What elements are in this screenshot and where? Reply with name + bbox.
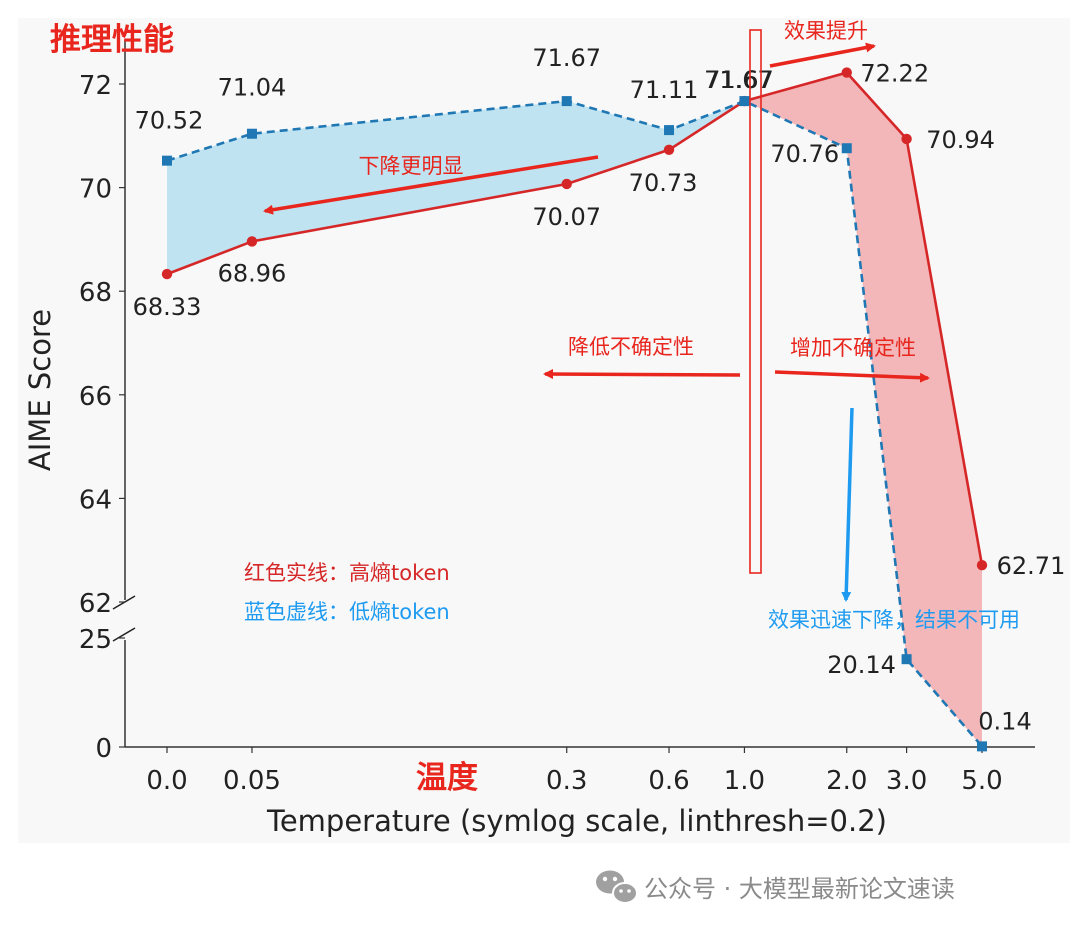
x-axis-title: Temperature (symlog scale, linthresh=0.2…	[266, 804, 887, 838]
point-high-entropy	[976, 560, 988, 571]
y-tick-label: 70	[79, 175, 112, 205]
point-high-entropy	[901, 133, 912, 145]
x-tick-label: 2.0	[826, 766, 867, 796]
point-high-entropy	[161, 268, 173, 280]
fill-red-region	[744, 72, 982, 747]
arrow-improve	[769, 42, 876, 68]
watermark-text: 公众号 · 大模型最新论文速读	[644, 875, 955, 903]
legend-low-entropy: 蓝色虚线：低熵token	[244, 600, 450, 624]
annotation-reduce-uncertainty: 降低不确定性	[568, 335, 694, 359]
data-label-high-entropy: 70.07	[532, 203, 601, 231]
data-label-low-entropy: 20.14	[827, 651, 896, 679]
y-tick-label: 68	[79, 278, 112, 308]
y-tick-label: 25	[79, 625, 112, 655]
wechat-icon	[596, 870, 638, 904]
data-label-low-entropy: 70.76	[770, 140, 839, 168]
point-low-entropy	[561, 96, 572, 107]
data-label-high-entropy: 68.96	[218, 259, 287, 287]
chart-title: 推理性能	[50, 22, 174, 58]
data-label-low-entropy: 71.67	[532, 44, 601, 72]
x-tick-label: 0.0	[146, 766, 187, 796]
series-line-high-entropy	[166, 71, 984, 566]
point-low-entropy	[162, 155, 172, 166]
fill-blue-region	[167, 101, 745, 275]
fill-layer	[167, 72, 982, 747]
arrow-drop-more	[263, 155, 599, 215]
x-tick-label: 0.6	[648, 766, 689, 796]
data-label-high-entropy: 72.22	[860, 60, 929, 88]
annotation-collapse: 效果迅速下降，结果不可用	[768, 608, 1020, 632]
point-low-entropy	[664, 125, 675, 136]
y-tick-label: 66	[79, 382, 112, 412]
x-axis-title-cn: 温度	[416, 760, 478, 796]
point-high-entropy	[561, 178, 572, 190]
x-tick-label: 0.3	[546, 766, 587, 796]
data-label-low-entropy: 0.14	[978, 707, 1031, 735]
annotation-improve: 效果提升	[784, 19, 868, 43]
annotation-drop-more: 下降更明显	[359, 154, 464, 178]
data-label-high-entropy: 70.94	[926, 126, 995, 154]
data-label-high-entropy: 70.73	[629, 169, 698, 197]
x-tick-label: 0.05	[223, 766, 281, 796]
annotation-increase-uncertainty: 增加不确定性	[790, 336, 916, 360]
point-low-entropy	[246, 128, 257, 139]
y-tick-label: 72	[79, 71, 112, 101]
data-label-high-entropy: 68.33	[133, 293, 202, 321]
data-label-low-entropy: 71.11	[630, 76, 699, 104]
arrow-reduce-uncertainty	[543, 369, 741, 380]
y-tick-label: 64	[79, 485, 112, 515]
point-low-entropy	[977, 741, 987, 752]
data-label-low-entropy: 70.52	[135, 107, 204, 135]
x-tick-label: 3.0	[886, 766, 927, 796]
series-layer	[161, 67, 988, 752]
x-tick-label: 5.0	[961, 766, 1002, 796]
threshold-marker-bar	[749, 29, 762, 574]
data-label-low-entropy: 71.04	[218, 74, 287, 102]
point-high-entropy	[246, 236, 258, 247]
arrow-collapse	[841, 407, 854, 602]
watermark: 公众号 · 大模型最新论文速读	[596, 870, 955, 904]
legend-high-entropy: 红色实线：高熵token	[244, 561, 450, 585]
data-label-layer: 68.33 68.96 70.07 70.73 71.67 72.22 70.94 62.71…	[133, 44, 1066, 735]
axis-break-mark-bottom	[112, 627, 136, 642]
point-high-entropy	[841, 67, 852, 78]
point-low-entropy	[901, 654, 912, 665]
data-label-high-entropy: 62.71	[997, 552, 1066, 580]
point-high-entropy	[663, 144, 675, 155]
axes-layer: 62 64 66 68 70 72 0 25 0.0 0.05 0.3 0.6 1.0 2.0 3.0 5.0…	[23, 22, 1035, 838]
y-tick-label: 62	[79, 589, 112, 619]
arrow-increase-uncertainty	[774, 370, 930, 383]
y-axis-title: AIME Score	[23, 309, 57, 471]
data-label-low-entropy: 71.67	[705, 66, 774, 94]
series-line-low-entropy	[166, 99, 983, 748]
y-tick-label: 0	[95, 734, 112, 764]
point-low-entropy	[739, 96, 750, 107]
point-low-entropy	[841, 143, 852, 154]
x-tick-label: 1.0	[724, 766, 765, 796]
